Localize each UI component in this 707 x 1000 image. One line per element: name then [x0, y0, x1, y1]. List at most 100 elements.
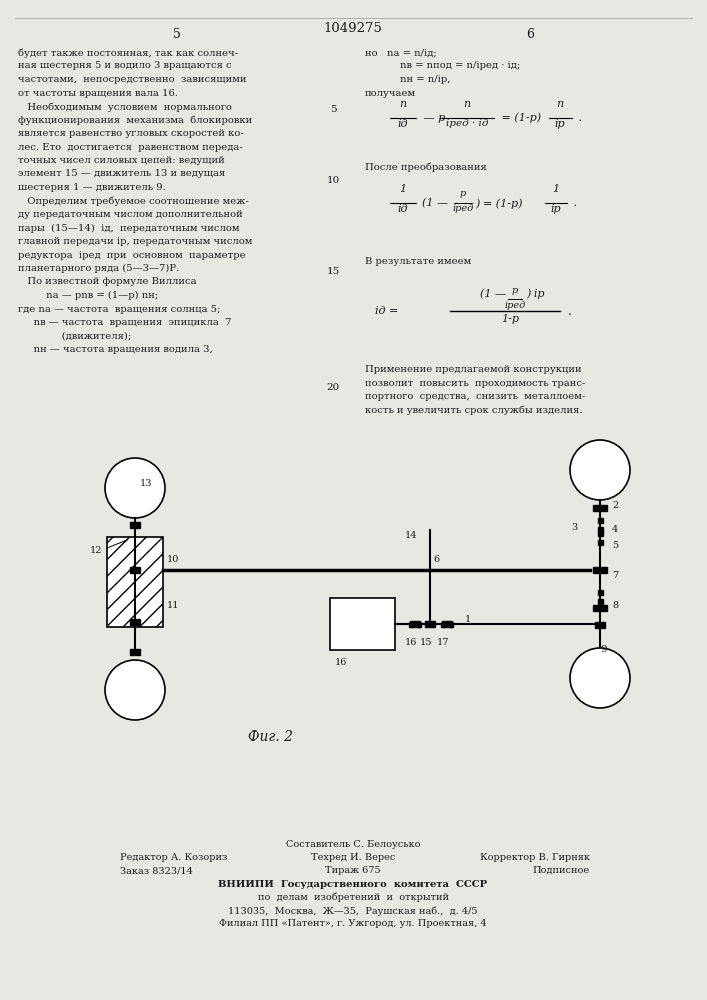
Text: лес. Ето  достигается  равенством переда-: лес. Ето достигается равенством переда- — [18, 142, 243, 151]
Text: будет также постоянная, так как солнеч-: будет также постоянная, так как солнеч- — [18, 48, 238, 57]
Bar — [593, 567, 607, 573]
Text: nв = nпод = n/iред · iд;: nв = nпод = n/iред · iд; — [400, 62, 520, 70]
Text: где nа — частота  вращения солнца 5;: где nа — частота вращения солнца 5; — [18, 304, 221, 314]
Bar — [597, 599, 602, 604]
Bar — [593, 505, 607, 511]
Bar — [441, 621, 445, 626]
Text: n: n — [556, 99, 563, 109]
Text: получаем: получаем — [365, 89, 416, 98]
Text: nа — рnв = (1—р) nн;: nа — рnв = (1—р) nн; — [18, 291, 158, 300]
Bar — [425, 621, 435, 627]
Text: Редактор А. Козориз: Редактор А. Козориз — [120, 853, 228, 862]
Text: 4: 4 — [612, 526, 618, 534]
Text: Необходимым  условием  нормального: Необходимым условием нормального — [18, 102, 232, 111]
Text: (1 —: (1 — — [422, 198, 448, 208]
Text: точных чисел силовых цепей: ведущий: точных чисел силовых цепей: ведущий — [18, 156, 225, 165]
Text: 15: 15 — [420, 638, 432, 647]
Text: Корректор В. Гирняк: Корректор В. Гирняк — [480, 853, 590, 862]
Text: 10: 10 — [167, 554, 180, 564]
Text: n: n — [463, 99, 471, 109]
Text: = (1-р): = (1-р) — [498, 113, 541, 123]
Text: Филиал ПП «Патент», г. Ужгород, ул. Проектная, 4: Филиал ПП «Патент», г. Ужгород, ул. Прое… — [219, 919, 487, 928]
Text: По известной формуле Виллиса: По известной формуле Виллиса — [18, 277, 197, 286]
Text: nн — частота вращения водила 3,: nн — частота вращения водила 3, — [18, 345, 213, 354]
Text: Подписное: Подписное — [533, 866, 590, 875]
Bar — [597, 590, 602, 595]
Bar — [130, 649, 140, 655]
Bar — [597, 518, 602, 523]
Bar — [107, 537, 163, 627]
Text: элемент 15 — движитель 13 и ведущая: элемент 15 — движитель 13 и ведущая — [18, 169, 226, 178]
Text: 11: 11 — [167, 600, 180, 609]
Text: iр: iр — [551, 204, 561, 214]
Text: 8: 8 — [612, 600, 618, 609]
Text: iд: iд — [398, 204, 408, 214]
Text: 1: 1 — [465, 615, 472, 624]
Text: планетарного ряда (5—3—7)Р.: планетарного ряда (5—3—7)Р. — [18, 264, 180, 273]
Bar — [130, 522, 140, 528]
Text: является равенство угловых скоростей ко-: является равенство угловых скоростей ко- — [18, 129, 244, 138]
Text: 13: 13 — [140, 479, 153, 488]
Bar — [409, 621, 413, 626]
Bar — [595, 622, 605, 628]
Text: iред: iред — [504, 301, 525, 310]
Circle shape — [570, 648, 630, 708]
Text: 2: 2 — [612, 502, 618, 510]
Circle shape — [105, 660, 165, 720]
Text: 7: 7 — [612, 570, 618, 580]
Text: 12: 12 — [90, 546, 103, 555]
Bar — [597, 531, 602, 536]
Text: (движителя);: (движителя); — [18, 332, 132, 340]
Text: пары  (15—14)  iд,  передаточным числом: пары (15—14) iд, передаточным числом — [18, 224, 240, 233]
Text: 1: 1 — [399, 184, 407, 194]
Text: .: . — [564, 305, 572, 318]
Text: — р: — р — [420, 113, 445, 123]
Bar — [597, 540, 602, 545]
Text: 6: 6 — [433, 556, 439, 564]
Text: 14: 14 — [405, 530, 418, 540]
Text: ная шестерня 5 и водило 3 вращаются с: ная шестерня 5 и водило 3 вращаются с — [18, 62, 232, 70]
Text: 113035,  Москва,  Ж—35,  Раушская наб.,  д. 4/5: 113035, Москва, Ж—35, Раушская наб., д. … — [228, 906, 478, 916]
Circle shape — [570, 440, 630, 500]
Text: но   nа = n/iд;: но nа = n/iд; — [365, 48, 437, 57]
Text: по  делам  изобретений  и  открытий: по делам изобретений и открытий — [257, 893, 448, 902]
Text: ) = (1-р): ) = (1-р) — [475, 198, 522, 209]
Text: 5: 5 — [173, 28, 181, 41]
Text: Техред И. Верес: Техред И. Верес — [311, 853, 395, 862]
Text: 15: 15 — [327, 267, 339, 276]
Bar — [130, 619, 140, 625]
Text: р: р — [460, 189, 466, 198]
Bar — [597, 527, 602, 532]
Text: Составитель С. Белоуськo: Составитель С. Белоуськo — [286, 840, 420, 849]
Text: позволит  повысить  проходимость транс-: позволит повысить проходимость транс- — [365, 379, 585, 388]
Bar — [449, 621, 453, 626]
Text: (1 —: (1 — — [480, 289, 506, 299]
Text: от частоты вращения вала 16.: от частоты вращения вала 16. — [18, 89, 178, 98]
Text: iред · iд: iред · iд — [445, 119, 489, 128]
Circle shape — [105, 458, 165, 518]
Text: Применение предлагаемой конструкции: Применение предлагаемой конструкции — [365, 365, 582, 374]
Text: Определим требуемое соотношение меж-: Определим требуемое соотношение меж- — [18, 196, 249, 206]
Text: 1-р: 1-р — [501, 314, 519, 324]
Text: В результате имеем: В результате имеем — [365, 257, 472, 266]
Bar — [130, 567, 140, 573]
Text: 1: 1 — [552, 184, 559, 194]
Text: После преобразования: После преобразования — [365, 163, 486, 172]
Text: частотами,  непосредственно  зависящими: частотами, непосредственно зависящими — [18, 75, 247, 84]
Bar — [330, 598, 395, 650]
Text: ду передаточным числом дополнительной: ду передаточным числом дополнительной — [18, 210, 243, 219]
Text: iд =: iд = — [375, 306, 398, 316]
Text: Фиг. 2: Фиг. 2 — [247, 730, 293, 744]
Text: 5: 5 — [329, 105, 337, 114]
Text: 16: 16 — [405, 638, 417, 647]
Text: 5: 5 — [612, 540, 618, 550]
Text: 10: 10 — [327, 176, 339, 185]
Text: iр: iр — [555, 119, 566, 129]
Text: р: р — [512, 286, 518, 295]
Text: главной передачи iр, передаточным числом: главной передачи iр, передаточным числом — [18, 237, 252, 246]
Text: Тираж 675: Тираж 675 — [325, 866, 381, 875]
Text: кость и увеличить срок службы изделия.: кость и увеличить срок службы изделия. — [365, 406, 583, 415]
Text: 3: 3 — [572, 522, 578, 532]
Text: шестерня 1 — движитель 9.: шестерня 1 — движитель 9. — [18, 183, 165, 192]
Text: 6: 6 — [526, 28, 534, 41]
